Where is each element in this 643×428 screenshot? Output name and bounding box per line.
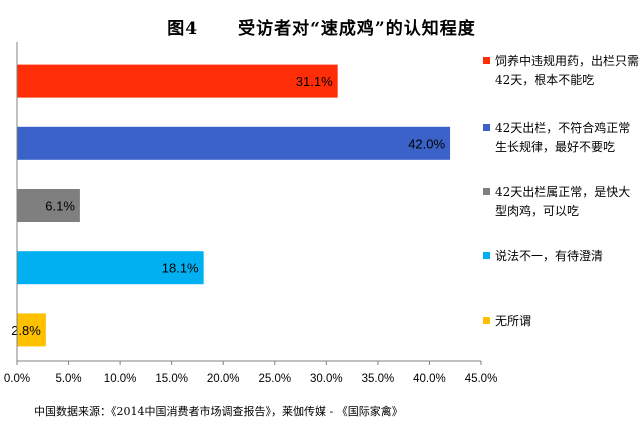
x-tick-label: 35.0% (362, 373, 395, 385)
legend-swatch (483, 124, 490, 131)
bar-value-label: 6.1% (45, 199, 75, 214)
legend-label: 说法不一，有待澄清 (495, 249, 604, 263)
figure-title: 受访者对“速成鸡”的认知程度 (238, 19, 476, 39)
legend-swatch (483, 252, 490, 259)
bar-value-label: 31.1% (296, 74, 333, 89)
legend-label: 饲养中违规用药，出栏只需42天，根本不能吃 (495, 54, 640, 87)
figure-number: 图4 (167, 19, 199, 39)
bar-4 (17, 251, 204, 285)
legend-label: 42天出栏，不符合鸡正常生长规律，最好不要吃 (495, 121, 631, 154)
legend-swatch (483, 188, 490, 195)
legend-swatch (483, 57, 490, 64)
bar-value-label: 18.1% (162, 261, 199, 276)
x-tick-label: 5.0% (55, 373, 81, 385)
bar-value-label: 42.0% (408, 136, 445, 151)
bar-1 (17, 64, 338, 98)
x-tick-label: 15.0% (155, 373, 188, 385)
x-tick-label: 0.0% (4, 373, 30, 385)
legend-label: 无所谓 (495, 314, 532, 328)
x-tick-label: 40.0% (413, 373, 446, 385)
legend-label: 42天出栏属正常，是快大型肉鸡，可以吃 (495, 185, 631, 218)
x-tick-label: 25.0% (258, 373, 291, 385)
source-note: 中国数据来源：《2014中国消费者市场调查报告》，莱伽传媒 - 《国际家禽》 (34, 405, 403, 418)
bar-5 (17, 313, 46, 347)
x-tick-label: 20.0% (207, 373, 240, 385)
chart-title: 图4 受访者对“速成鸡”的认知程度 (0, 14, 643, 39)
x-tick-label: 45.0% (465, 373, 498, 385)
x-tick-label: 30.0% (310, 373, 343, 385)
bar-3 (17, 189, 80, 222)
bar-2 (17, 126, 451, 160)
legend-swatch (483, 317, 490, 324)
bar-value-label: 2.8% (11, 323, 41, 338)
x-tick-label: 10.0% (104, 373, 137, 385)
